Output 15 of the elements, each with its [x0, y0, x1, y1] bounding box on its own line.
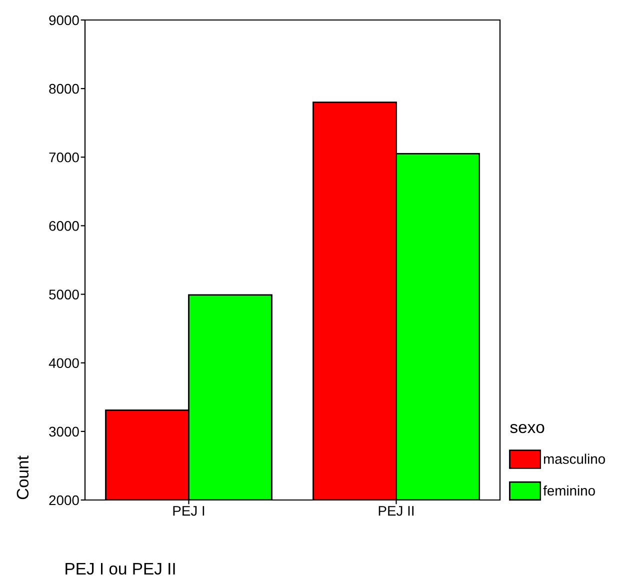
- y-tick-label: 8000: [49, 84, 79, 94]
- x-tick-label: PEJ II: [378, 506, 414, 516]
- y-tick-label: 3000: [49, 426, 79, 437]
- y-tick-label: 5000: [49, 290, 79, 300]
- y-tick-label: 7000: [49, 152, 79, 162]
- x-axis-title: PEJ I ou PEJ II: [66, 563, 175, 575]
- y-tick-label: 4000: [48, 358, 79, 368]
- y-tick-label: 6000: [49, 221, 79, 231]
- legend-label: masculino: [544, 454, 605, 464]
- legend-label: feminino: [543, 485, 595, 496]
- legend-title: sexo: [510, 424, 544, 434]
- y-tick-label: 9000: [49, 15, 79, 26]
- y-tick-label: 2000: [49, 495, 79, 506]
- y-axis-title: Count: [16, 456, 29, 500]
- x-tick-label: PEJ I: [173, 506, 204, 516]
